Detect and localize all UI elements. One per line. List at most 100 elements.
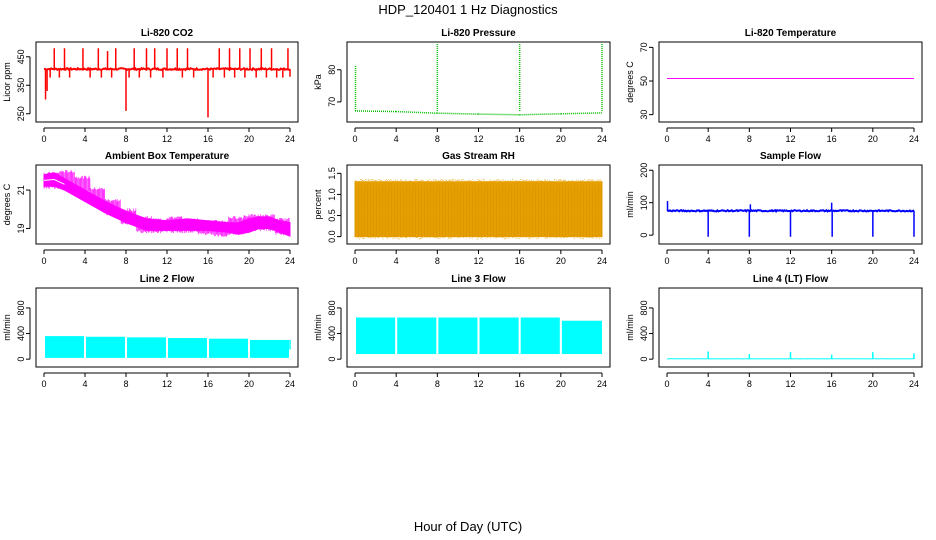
y-tick-label: 450: [16, 49, 26, 64]
x-tick-label: 12: [785, 379, 795, 389]
series-line2: [45, 336, 291, 358]
y-tick-label: 0.0: [327, 230, 337, 243]
y-tick-label: 350: [16, 78, 26, 93]
series-line3: [356, 317, 602, 355]
x-tick-label: 12: [473, 134, 483, 144]
x-tick-label: 4: [706, 379, 711, 389]
x-tick-label: 16: [515, 134, 525, 144]
x-tick-label: 16: [515, 256, 525, 266]
series-block: [520, 317, 560, 355]
y-axis-label-rh: percent: [313, 189, 323, 220]
x-tick-label: 16: [827, 134, 837, 144]
series-block: [438, 317, 478, 355]
series-line: [519, 113, 561, 116]
y-tick-label: 250: [16, 106, 26, 121]
series-co2: [43, 48, 291, 118]
x-tick-label: 20: [868, 379, 878, 389]
x-tick-label: 8: [435, 134, 440, 144]
x-tick-label: 24: [597, 134, 607, 144]
x-tick-label: 20: [556, 256, 566, 266]
x-tick-label: 20: [556, 134, 566, 144]
panel-ambient: Ambient Box Temperature 0 4 8 12 16 20 24 19 21 de…: [2, 151, 299, 266]
y-tick-label: 800: [327, 300, 337, 315]
y-axis-label-pressure: kPa: [313, 74, 323, 90]
panel-title-co2: Li-820 CO2: [141, 28, 194, 39]
x-tick-label: 24: [285, 256, 295, 266]
x-tick-label: 16: [827, 256, 837, 266]
y-tick-label: 50: [639, 76, 649, 86]
x-tick-label: 24: [909, 134, 919, 144]
x-tick-label: 12: [785, 256, 795, 266]
x-tick-label: 0: [352, 379, 357, 389]
series-line: [478, 113, 520, 116]
y-axis-label-sample: ml/min: [625, 191, 635, 218]
x-tick-label: 8: [123, 256, 128, 266]
series-rh: [354, 178, 603, 240]
series-block: [356, 317, 396, 355]
series-line: [396, 110, 438, 114]
x-tick-label: 0: [41, 134, 46, 144]
panel-sample: Sample Flow 0 4 8 12 16 20 24 0 100 200 ml/min: [625, 151, 923, 266]
y-tick-label: 30: [639, 110, 649, 120]
series-pressure: [354, 44, 603, 116]
y-tick-label: 0: [639, 357, 649, 362]
y-tick-label: 70: [639, 42, 649, 52]
y-tick-label: 800: [639, 300, 649, 315]
x-tick-label: 24: [285, 134, 295, 144]
series-block: [168, 338, 207, 358]
series-block: [45, 336, 84, 358]
y-tick-label: 80: [327, 65, 337, 75]
series-block: [209, 338, 248, 358]
y-axis-label-line3: ml/min: [313, 314, 323, 341]
panel-title-sample: Sample Flow: [760, 151, 821, 162]
x-tick-label: 8: [747, 256, 752, 266]
x-tick-label: 12: [473, 256, 483, 266]
x-tick-label: 4: [82, 134, 87, 144]
x-tick-label: 8: [435, 379, 440, 389]
x-tick-label: 16: [203, 134, 213, 144]
x-tick-label: 4: [394, 379, 399, 389]
y-axis-label-ambient: degrees C: [2, 183, 12, 225]
panel-title-ambient: Ambient Box Temperature: [105, 151, 230, 162]
panel-line4: Line 4 (LT) Flow 0 4 8 12 16 20 24 0 400 800 ml/min: [625, 274, 923, 389]
series-block: [250, 339, 289, 358]
plot-frame: [35, 287, 299, 368]
series-mean-line: [43, 178, 65, 185]
x-tick-label: 24: [909, 256, 919, 266]
y-tick-label: 0: [639, 233, 649, 238]
plot-frame: [35, 41, 299, 123]
series-line: [354, 110, 397, 113]
series-block: [479, 317, 519, 355]
x-tick-label: 0: [664, 134, 669, 144]
plot-frame: [658, 164, 923, 245]
y-tick-label: 0: [16, 357, 26, 362]
x-tick-label: 8: [123, 379, 128, 389]
x-tick-label: 20: [244, 134, 254, 144]
y-tick-label: 400: [639, 326, 649, 341]
x-tick-label: 20: [556, 379, 566, 389]
x-tick-label: 24: [597, 379, 607, 389]
series-block: [397, 317, 437, 355]
y-tick-label: 100: [639, 195, 649, 210]
y-tick-label: 21: [16, 185, 26, 195]
x-tick-label: 4: [706, 134, 711, 144]
panel-line3: Line 3 Flow 0 4 8 12 16 20 24 0 400 800 ml/min: [313, 274, 611, 389]
y-tick-label: 1.5: [327, 167, 337, 180]
plot-frame: [346, 41, 611, 123]
series-line: [560, 112, 603, 115]
panel-title-line2: Line 2 Flow: [140, 274, 195, 285]
y-tick-label: 400: [327, 326, 337, 341]
panel-temperature: Li-820 Temperature 0 4 8 12 16 20 24 30 50 70 degre…: [625, 28, 923, 144]
panel-pressure: Li-820 Pressure 0 4 8 12 16 20 24 70 80 kPa: [313, 28, 611, 144]
x-tick-label: 16: [827, 379, 837, 389]
y-tick-label: 0.5: [327, 209, 337, 222]
y-tick-label: 19: [16, 223, 26, 233]
panel-title-line4: Line 4 (LT) Flow: [753, 274, 829, 285]
series-sample: [666, 201, 915, 237]
x-tick-label: 12: [162, 379, 172, 389]
series-block: [127, 337, 166, 358]
panel-line2: Line 2 Flow 0 4 8 12 16 20 24 0 400 800 ml/min: [2, 274, 299, 389]
panel-co2: Li-820 CO2 0 4 8 12 16 20 24 250 350 450 Licor ppm: [2, 28, 299, 144]
